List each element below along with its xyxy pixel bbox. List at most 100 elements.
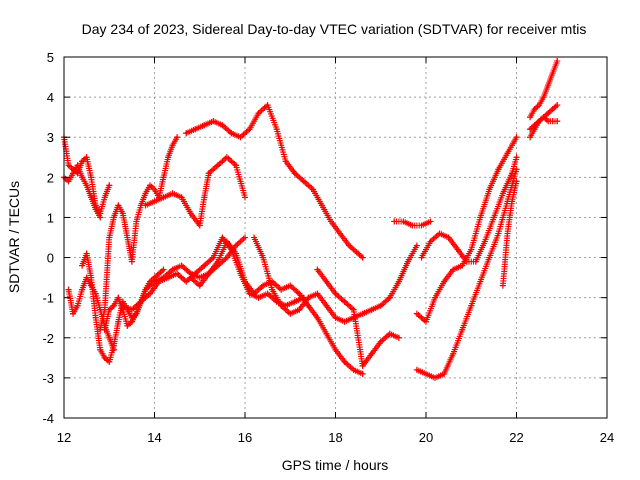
data-point xyxy=(228,130,235,137)
data-point xyxy=(404,258,411,265)
data-point xyxy=(106,306,113,313)
data-point xyxy=(368,350,375,357)
data-point xyxy=(160,194,167,201)
data-point xyxy=(332,290,339,297)
data-point xyxy=(251,234,258,241)
data-point xyxy=(359,310,366,317)
data-point xyxy=(527,114,534,121)
data-point xyxy=(323,302,330,309)
data-point xyxy=(409,222,416,229)
data-point xyxy=(137,298,144,305)
data-point xyxy=(468,302,475,309)
data-point xyxy=(427,238,434,245)
data-point xyxy=(486,186,493,193)
data-point xyxy=(242,194,248,201)
data-point xyxy=(83,250,90,257)
data-point xyxy=(486,254,493,261)
data-point xyxy=(495,166,502,173)
data-point xyxy=(124,322,131,329)
data-point xyxy=(423,318,429,325)
data-point xyxy=(79,158,86,165)
x-tick-label: 12 xyxy=(57,430,71,445)
data-point xyxy=(305,302,312,309)
data-point xyxy=(192,126,199,133)
data-point xyxy=(115,202,122,209)
data-point xyxy=(441,278,448,285)
data-point xyxy=(214,162,221,169)
data-point xyxy=(106,334,113,341)
data-point xyxy=(359,362,366,369)
data-point xyxy=(400,218,407,225)
data-point xyxy=(341,298,348,305)
data-point xyxy=(508,198,515,205)
data-point xyxy=(450,266,457,273)
data-point xyxy=(97,346,104,353)
data-point xyxy=(110,214,117,221)
data-point xyxy=(346,242,353,249)
data-point xyxy=(196,222,203,229)
data-point xyxy=(463,258,470,265)
series-trace-20 xyxy=(527,114,561,141)
x-tick-label: 24 xyxy=(600,430,614,445)
y-tick-label: -4 xyxy=(42,411,54,426)
data-point xyxy=(314,266,321,273)
series-trace-18 xyxy=(527,58,561,121)
data-point xyxy=(513,178,520,185)
x-tick-label: 16 xyxy=(238,430,252,445)
data-point xyxy=(355,250,362,257)
data-point xyxy=(79,174,86,181)
y-axis-title: SDTVAR / TECUs xyxy=(6,181,22,293)
data-point xyxy=(282,158,289,165)
data-point xyxy=(223,154,230,161)
data-point xyxy=(337,230,344,237)
grid-lines xyxy=(64,57,607,418)
data-point xyxy=(119,210,126,217)
data-point xyxy=(119,302,126,309)
data-point xyxy=(287,310,294,317)
data-point xyxy=(327,218,334,225)
data-point xyxy=(368,306,375,313)
data-point xyxy=(377,338,384,345)
data-point xyxy=(178,262,185,269)
data-point xyxy=(508,170,515,177)
data-point xyxy=(92,206,99,213)
data-point xyxy=(536,118,543,125)
data-point xyxy=(477,278,484,285)
series-trace-17 xyxy=(499,178,520,289)
data-point xyxy=(183,130,190,137)
y-tick-label: 0 xyxy=(47,251,54,266)
data-point xyxy=(459,326,466,333)
data-point xyxy=(278,302,285,309)
y-tick-label: 1 xyxy=(47,210,54,225)
data-point xyxy=(413,310,420,317)
data-point xyxy=(192,270,199,277)
data-point xyxy=(210,118,217,125)
data-point xyxy=(97,214,104,221)
data-point xyxy=(395,278,402,285)
data-point xyxy=(210,254,217,261)
data-point xyxy=(549,106,556,113)
data-point xyxy=(83,182,90,189)
data-point xyxy=(205,170,212,177)
data-point xyxy=(70,170,77,177)
data-point xyxy=(350,366,357,373)
data-point xyxy=(237,134,244,141)
data-point xyxy=(242,278,248,285)
data-point xyxy=(264,290,271,297)
data-point xyxy=(146,290,153,297)
data-point xyxy=(423,370,429,377)
data-point xyxy=(106,358,113,365)
chart-title: Day 234 of 2023, Sidereal Day-to-day VTE… xyxy=(82,21,587,37)
y-tick-label: 4 xyxy=(47,90,54,105)
data-point xyxy=(246,126,253,133)
data-point xyxy=(146,282,153,289)
data-point xyxy=(391,218,398,225)
data-point xyxy=(101,194,108,201)
data-point xyxy=(88,174,95,181)
series-trace-6 xyxy=(101,234,248,333)
data-point xyxy=(169,190,176,197)
data-point xyxy=(142,286,149,293)
data-point xyxy=(196,282,203,289)
data-point xyxy=(133,218,140,225)
